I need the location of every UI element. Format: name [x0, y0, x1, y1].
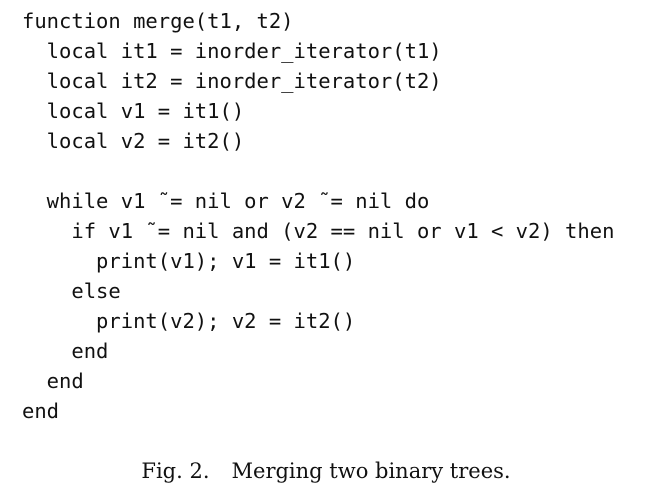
code-line-6 — [22, 156, 614, 186]
code-line-3: local it2 = inorder_iterator(t2) — [22, 69, 442, 93]
code-line-1: function merge(t1, t2) — [22, 9, 294, 33]
figure-caption: Fig. 2. Merging two binary trees. — [0, 459, 652, 483]
code-line-14: end — [22, 399, 60, 423]
code-line-12: end — [22, 339, 109, 363]
code-line-13: end — [22, 369, 84, 393]
code-line-9: print(v1); v1 = it1() — [22, 249, 356, 273]
code-line-11: print(v2); v2 = it2() — [22, 309, 356, 333]
code-listing: function merge(t1, t2) local it1 = inord… — [22, 6, 614, 426]
code-line-4: local v1 = it1() — [22, 99, 245, 123]
code-line-5: local v2 = it2() — [22, 129, 245, 153]
caption-label: Fig. 2. — [141, 459, 210, 483]
code-line-7: while v1 ˜= nil or v2 ˜= nil do — [22, 189, 430, 213]
code-line-2: local it1 = inorder_iterator(t1) — [22, 39, 442, 63]
code-line-8: if v1 ˜= nil and (v2 == nil or v1 < v2) … — [22, 219, 615, 243]
code-line-10: else — [22, 279, 121, 303]
caption-text: Merging two binary trees. — [231, 459, 511, 483]
